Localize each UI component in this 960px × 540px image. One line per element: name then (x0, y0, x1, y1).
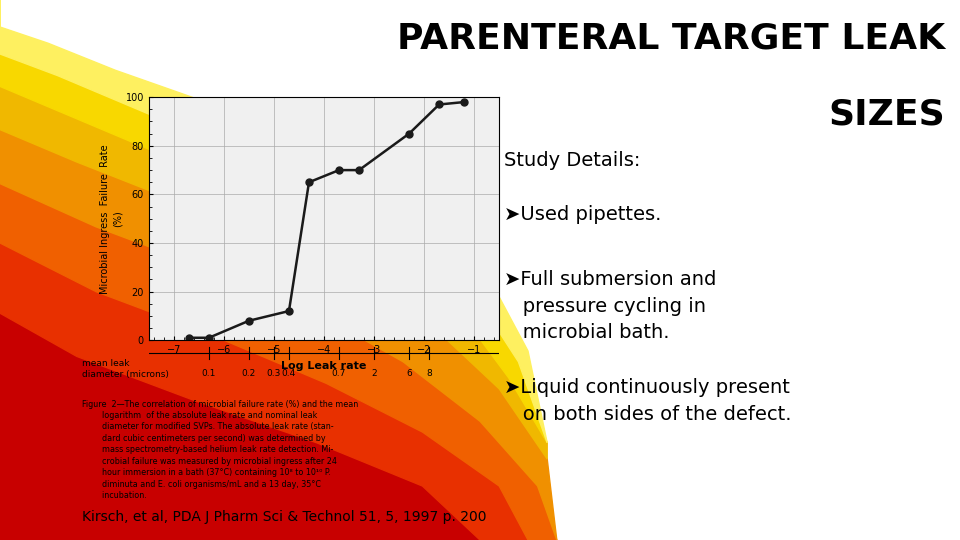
Text: ➤Liquid continuously present
   on both sides of the defect.: ➤Liquid continuously present on both sid… (504, 378, 791, 423)
Text: 0.2: 0.2 (242, 369, 256, 379)
X-axis label: Log Leak rate: Log Leak rate (281, 361, 367, 370)
Polygon shape (0, 0, 547, 443)
Text: 2: 2 (372, 369, 377, 379)
Text: 8: 8 (426, 369, 432, 379)
Text: SIZES: SIZES (828, 97, 946, 131)
Text: 0.1: 0.1 (202, 369, 216, 379)
Polygon shape (0, 0, 557, 540)
Text: 6: 6 (406, 369, 412, 379)
Text: 0.4: 0.4 (282, 369, 296, 379)
Y-axis label: Microbial Ingress  Failure  Rate
(%): Microbial Ingress Failure Rate (%) (101, 144, 123, 294)
Polygon shape (0, 0, 547, 443)
Text: 0.3: 0.3 (267, 369, 281, 379)
Text: Kirsch, et al, PDA J Pharm Sci & Technol 51, 5, 1997 p. 200: Kirsch, et al, PDA J Pharm Sci & Technol… (82, 510, 486, 524)
Text: PARENTERAL TARGET LEAK: PARENTERAL TARGET LEAK (397, 22, 946, 56)
Polygon shape (0, 0, 547, 459)
Text: ➤Used pipettes.: ➤Used pipettes. (504, 205, 661, 224)
Text: Study Details:: Study Details: (504, 151, 640, 170)
Text: Figure  2—The correlation of microbial failure rate (%) and the mean
        log: Figure 2—The correlation of microbial fa… (82, 400, 358, 500)
Text: ➤Full submersion and
   pressure cycling in
   microbial bath.: ➤Full submersion and pressure cycling in… (504, 270, 716, 342)
Polygon shape (0, 0, 557, 540)
Polygon shape (0, 0, 480, 540)
Polygon shape (0, 0, 528, 540)
Text: 0.7: 0.7 (332, 369, 347, 379)
Text: mean leak
diameter (microns): mean leak diameter (microns) (82, 359, 168, 379)
